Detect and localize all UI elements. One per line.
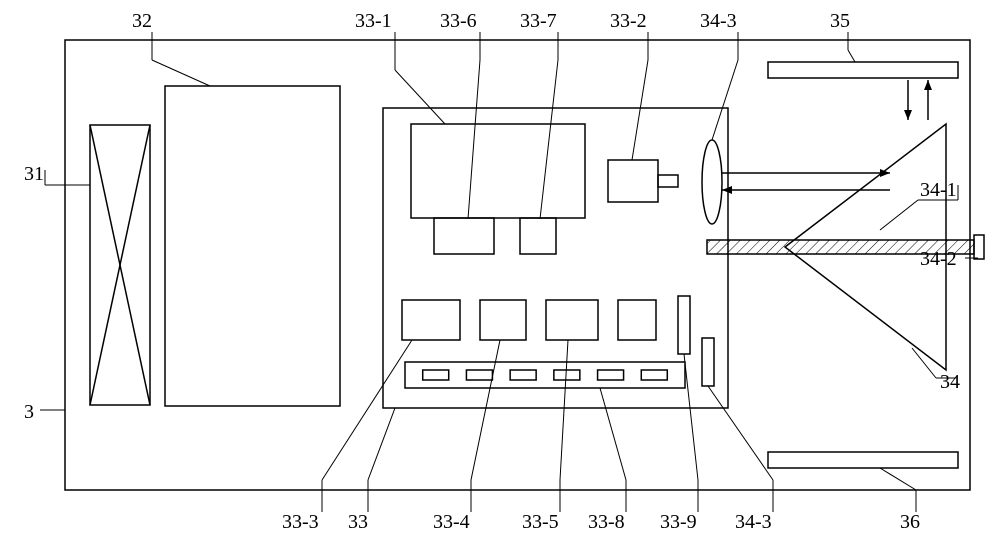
- connector-slot: [423, 370, 449, 380]
- label-34: 34: [940, 371, 960, 393]
- leader-line: [880, 468, 916, 490]
- leader-line: [471, 340, 500, 480]
- label-34-3: 34-3: [735, 511, 772, 533]
- connector-slot: [510, 370, 536, 380]
- camera-lens: [658, 175, 678, 187]
- connector-slot: [641, 370, 667, 380]
- label-33-4: 33-4: [433, 511, 470, 533]
- leader-line: [632, 60, 648, 160]
- cap-34-2: [974, 235, 984, 259]
- label-34-1: 34-1: [920, 179, 957, 201]
- label-33-6: 33-6: [440, 10, 477, 32]
- leader-line: [600, 388, 626, 480]
- leader-line: [712, 60, 738, 140]
- leader-line: [322, 340, 412, 480]
- label-34-3: 34-3: [700, 10, 737, 32]
- label-33-8: 33-8: [588, 511, 625, 533]
- connector-slot: [598, 370, 624, 380]
- component-32: [165, 86, 340, 406]
- label-33: 33: [348, 511, 368, 533]
- strip-34-3-b: [702, 338, 714, 386]
- connector-slot: [554, 370, 580, 380]
- leader-line: [152, 60, 210, 86]
- strip-33-9: [678, 296, 690, 354]
- lens-34-3: [702, 140, 722, 224]
- label-31: 31: [24, 163, 44, 185]
- leader-line: [368, 408, 395, 480]
- diagram-canvas: 3 31 32 33-1 33-6 33-7 33-2 34-3 35 34-1 34-2 34 33-…: [0, 0, 1000, 537]
- leader-line: [848, 50, 855, 62]
- leader-line: [468, 60, 480, 219]
- leader-line: [540, 60, 558, 219]
- connector-slot: [466, 370, 492, 380]
- camera-33-2: [608, 160, 658, 202]
- leader-line: [880, 200, 918, 230]
- leader-line: [560, 340, 568, 480]
- label-33-3: 33-3: [282, 511, 319, 533]
- leader-line: [708, 386, 773, 480]
- label-33-9: 33-9: [660, 511, 697, 533]
- chip-33-4: [480, 300, 526, 340]
- bar-36: [768, 452, 958, 468]
- label-34-2: 34-2: [920, 248, 957, 270]
- label-35: 35: [830, 10, 850, 32]
- leader-line: [395, 70, 445, 124]
- label-33-2: 33-2: [610, 10, 647, 32]
- leader-line: [684, 354, 698, 480]
- chip-33-7: [520, 218, 556, 254]
- chip-33-8: [618, 300, 656, 340]
- chip-33-3: [402, 300, 460, 340]
- label-3: 3: [24, 401, 34, 423]
- label-33-1: 33-1: [355, 10, 392, 32]
- bar-35: [768, 62, 958, 78]
- board-33: [383, 108, 728, 408]
- chip-33-1: [411, 124, 585, 218]
- label-33-5: 33-5: [522, 511, 559, 533]
- label-32: 32: [132, 10, 152, 32]
- chip-33-5: [546, 300, 598, 340]
- chip-33-6: [434, 218, 494, 254]
- label-33-7: 33-7: [520, 10, 557, 32]
- label-36: 36: [900, 511, 920, 533]
- connector-row: [405, 362, 685, 388]
